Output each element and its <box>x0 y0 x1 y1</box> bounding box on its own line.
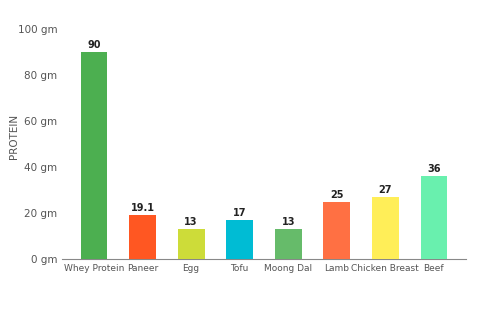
Bar <box>178 229 204 259</box>
Bar <box>372 197 399 259</box>
Text: 17: 17 <box>233 208 246 218</box>
Text: 36: 36 <box>427 164 441 174</box>
Bar <box>275 229 301 259</box>
Text: 90: 90 <box>87 41 101 50</box>
Bar <box>324 202 350 259</box>
Text: 19.1: 19.1 <box>131 203 155 213</box>
Bar <box>420 176 447 259</box>
Bar <box>129 215 156 259</box>
Text: 27: 27 <box>379 185 392 195</box>
Text: 25: 25 <box>330 190 344 200</box>
Y-axis label: PROTEIN: PROTEIN <box>9 114 19 159</box>
Bar <box>81 52 108 259</box>
Text: 13: 13 <box>282 217 295 227</box>
Text: 13: 13 <box>184 217 198 227</box>
Bar <box>227 220 253 259</box>
